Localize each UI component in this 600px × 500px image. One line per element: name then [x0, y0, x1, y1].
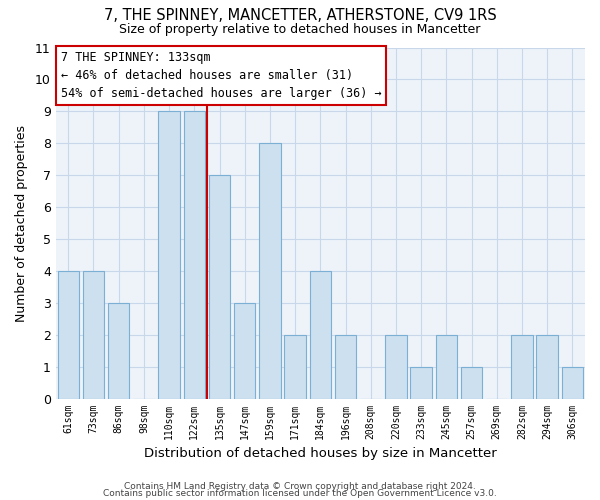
Bar: [209, 175, 230, 398]
Text: Contains public sector information licensed under the Open Government Licence v3: Contains public sector information licen…: [103, 490, 497, 498]
Text: Size of property relative to detached houses in Mancetter: Size of property relative to detached ho…: [119, 22, 481, 36]
Bar: [410, 366, 432, 398]
Bar: [83, 271, 104, 398]
Bar: [158, 112, 180, 399]
Bar: [511, 334, 533, 398]
X-axis label: Distribution of detached houses by size in Mancetter: Distribution of detached houses by size …: [144, 447, 497, 460]
Bar: [284, 334, 306, 398]
Bar: [310, 271, 331, 398]
Bar: [436, 334, 457, 398]
Bar: [234, 303, 256, 398]
Bar: [184, 112, 205, 399]
Bar: [461, 366, 482, 398]
Bar: [385, 334, 407, 398]
Y-axis label: Number of detached properties: Number of detached properties: [15, 124, 28, 322]
Bar: [335, 334, 356, 398]
Text: 7, THE SPINNEY, MANCETTER, ATHERSTONE, CV9 1RS: 7, THE SPINNEY, MANCETTER, ATHERSTONE, C…: [104, 8, 496, 22]
Bar: [108, 303, 130, 398]
Bar: [259, 143, 281, 399]
Bar: [562, 366, 583, 398]
Text: 7 THE SPINNEY: 133sqm
← 46% of detached houses are smaller (31)
54% of semi-deta: 7 THE SPINNEY: 133sqm ← 46% of detached …: [61, 51, 382, 100]
Bar: [58, 271, 79, 398]
Text: Contains HM Land Registry data © Crown copyright and database right 2024.: Contains HM Land Registry data © Crown c…: [124, 482, 476, 491]
Bar: [536, 334, 558, 398]
